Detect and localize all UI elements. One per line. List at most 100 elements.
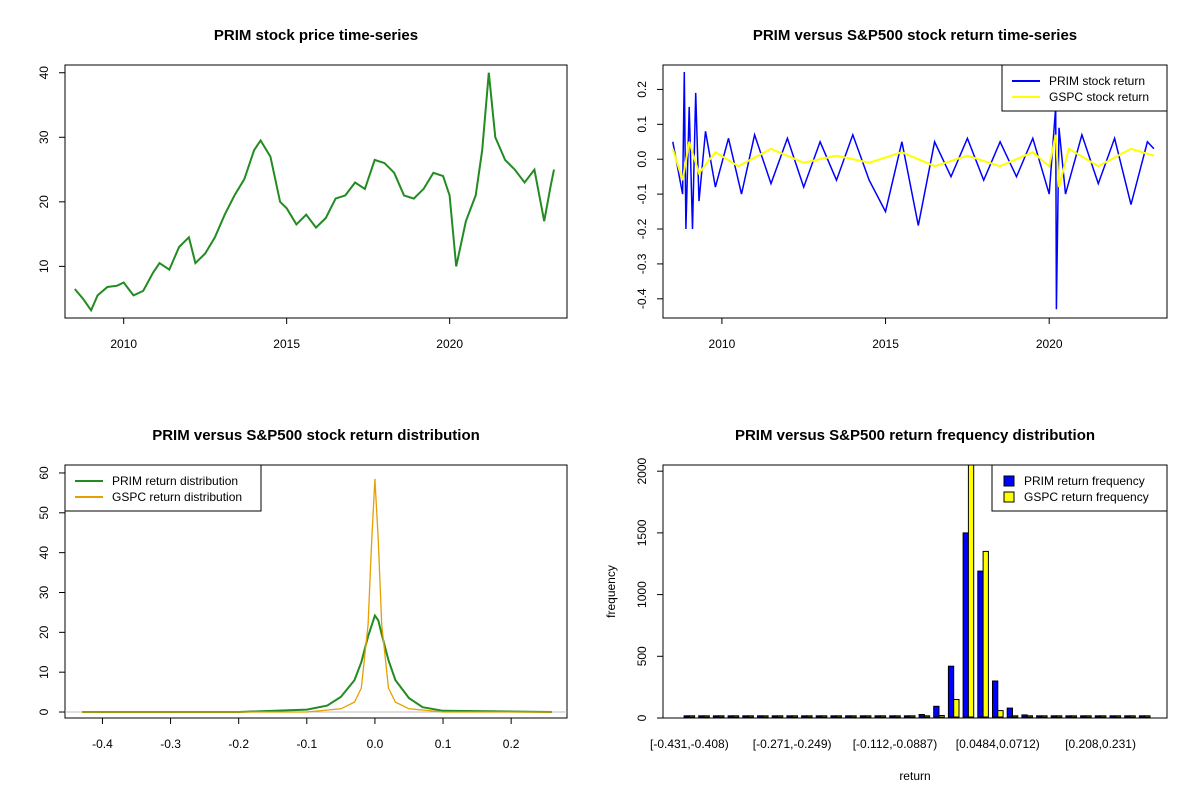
legend-label: PRIM return distribution — [112, 474, 238, 488]
plot-frame — [662, 464, 1168, 719]
bar-gspc — [894, 715, 901, 718]
x-tick-label: [-0.431,-0.408) — [650, 737, 729, 751]
legend-swatch — [1003, 491, 1015, 503]
bar-gspc — [953, 699, 960, 718]
x-tick-label: -0.1 — [296, 737, 317, 751]
legend-label: PRIM return frequency — [1024, 474, 1145, 488]
bar-prim — [1109, 715, 1116, 718]
bar-prim — [918, 714, 925, 718]
chart-title: PRIM versus S&P500 return frequency dist… — [735, 427, 1095, 444]
y-tick-label: 20 — [37, 195, 51, 209]
x-tick-label: 2015 — [273, 337, 300, 351]
y-tick-label: 10 — [37, 665, 51, 679]
y-tick-label: 0.2 — [635, 81, 649, 98]
x-tick-label: 2010 — [110, 337, 137, 351]
y-tick-label: 0 — [635, 714, 649, 721]
bar-gspc — [1056, 715, 1063, 718]
series-line-gspc-return — [671, 134, 1155, 188]
bar-gspc — [879, 715, 887, 718]
bar-gspc — [1070, 715, 1077, 718]
x-tick-label: 2020 — [436, 337, 463, 351]
x-tick-label: -0.2 — [228, 737, 249, 751]
legend-box — [64, 464, 262, 512]
bar-prim — [683, 715, 690, 718]
bar-prim — [1050, 715, 1057, 718]
y-tick-label: 0 — [37, 708, 51, 715]
x-tick-label: -0.4 — [92, 737, 113, 751]
y-tick-label: -0.1 — [635, 183, 649, 204]
legend-box — [1001, 64, 1168, 112]
bar-prim — [947, 665, 955, 718]
bar-gspc — [718, 715, 725, 718]
x-axis-label: return — [899, 769, 930, 783]
bar-gspc — [967, 464, 975, 718]
plot-frame — [64, 464, 568, 719]
y-tick-label: 10 — [37, 259, 51, 273]
y-tick-label: 500 — [635, 646, 649, 666]
bar-gspc — [747, 715, 754, 718]
series-line-gspc-density — [82, 478, 552, 713]
bar-gspc — [923, 715, 931, 718]
bar-prim — [889, 715, 896, 718]
x-tick-label: 0.0 — [367, 737, 384, 751]
bar-prim — [874, 715, 881, 718]
bar-gspc — [791, 715, 799, 718]
bar-prim — [1036, 715, 1043, 718]
chart-title: PRIM versus S&P500 stock return distribu… — [152, 427, 480, 444]
bar-gspc — [777, 715, 784, 718]
series-line-prim-return — [672, 71, 1155, 310]
y-tick-label: 40 — [37, 66, 51, 80]
bar-prim — [859, 715, 867, 718]
x-tick-label: [-0.271,-0.249) — [753, 737, 832, 751]
bar-gspc — [1129, 715, 1136, 718]
bar-gspc — [1144, 715, 1151, 718]
bar-gspc — [938, 715, 945, 718]
bar-gspc — [835, 715, 843, 718]
series-line-prim-density — [82, 613, 553, 713]
bar-prim — [771, 715, 779, 718]
bar-gspc — [850, 715, 857, 718]
x-tick-label: [0.208,0.231) — [1065, 737, 1136, 751]
bar-prim — [1065, 715, 1072, 718]
bar-prim — [962, 532, 969, 718]
y-tick-label: -0.4 — [635, 288, 649, 309]
bar-prim — [742, 715, 749, 718]
bar-prim — [712, 715, 720, 718]
y-tick-label: 40 — [37, 546, 51, 560]
y-tick-label: 2000 — [635, 458, 649, 485]
plot-frame — [662, 64, 1168, 319]
legend-label: GSPC return frequency — [1024, 490, 1149, 504]
bar-gspc — [1085, 715, 1092, 718]
bar-gspc — [997, 710, 1004, 718]
bar-gspc — [732, 715, 740, 718]
legend-label: GSPC return distribution — [112, 490, 242, 504]
y-axis-label: frequency — [604, 565, 618, 618]
bar-gspc — [1100, 715, 1107, 718]
bar-prim — [830, 715, 837, 718]
x-tick-label: 2010 — [709, 337, 736, 351]
y-tick-label: -0.3 — [635, 253, 649, 274]
bar-gspc — [821, 715, 828, 718]
legend-swatch — [1003, 475, 1015, 487]
y-tick-label: 30 — [37, 586, 51, 600]
bar-gspc — [1012, 715, 1019, 718]
y-tick-label: 1500 — [635, 519, 649, 546]
bar-prim — [801, 715, 808, 718]
y-tick-label: -0.2 — [635, 218, 649, 239]
y-tick-label: 60 — [37, 466, 51, 480]
y-tick-label: 0.1 — [635, 116, 649, 133]
bar-prim — [727, 715, 734, 718]
bar-prim — [903, 715, 911, 718]
x-tick-label: [0.0484,0.0712) — [956, 737, 1040, 751]
legend-label: GSPC stock return — [1049, 90, 1149, 104]
bar-prim — [1080, 715, 1087, 718]
bar-gspc — [688, 715, 696, 718]
bar-prim — [992, 680, 999, 718]
bar-prim — [815, 715, 823, 718]
y-tick-label: 0.0 — [635, 151, 649, 168]
x-tick-label: 2020 — [1036, 337, 1063, 351]
bar-gspc — [1041, 715, 1048, 718]
bar-prim — [845, 715, 852, 718]
bar-prim — [1124, 715, 1131, 718]
